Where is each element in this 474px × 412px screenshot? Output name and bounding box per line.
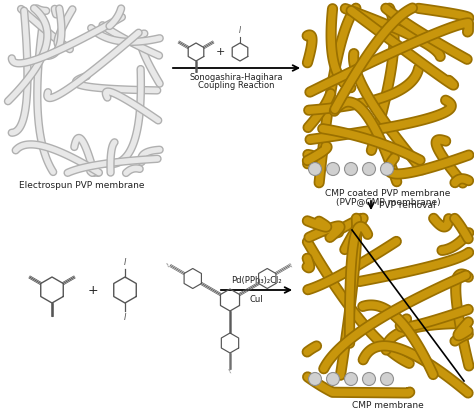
Circle shape <box>309 372 321 386</box>
Text: CMP membrane: CMP membrane <box>352 401 424 410</box>
Text: PVP removal: PVP removal <box>379 201 436 209</box>
Text: /: / <box>228 368 233 374</box>
Text: CuI: CuI <box>249 295 263 304</box>
Circle shape <box>381 162 393 176</box>
Circle shape <box>345 162 357 176</box>
Text: Coupling Reaction: Coupling Reaction <box>198 81 274 90</box>
Circle shape <box>309 162 321 176</box>
Circle shape <box>363 162 375 176</box>
Circle shape <box>327 372 339 386</box>
Circle shape <box>381 372 393 386</box>
Text: I: I <box>124 313 126 322</box>
Circle shape <box>363 372 375 386</box>
Text: I: I <box>239 26 241 35</box>
Text: I: I <box>124 258 126 267</box>
Text: Sonogashira-Hagihara: Sonogashira-Hagihara <box>189 73 283 82</box>
Text: +: + <box>215 47 225 57</box>
Text: Pd(PPh₃)₂Cl₂: Pd(PPh₃)₂Cl₂ <box>231 276 281 285</box>
Text: +: + <box>88 283 98 297</box>
Text: CMP coated PVP membrane: CMP coated PVP membrane <box>325 189 451 198</box>
Text: /: / <box>166 262 171 267</box>
Circle shape <box>345 372 357 386</box>
Text: /: / <box>289 262 294 267</box>
Circle shape <box>327 162 339 176</box>
Text: (PVP@CMP membrane): (PVP@CMP membrane) <box>336 197 440 206</box>
Text: Electrospun PVP membrane: Electrospun PVP membrane <box>19 181 145 190</box>
